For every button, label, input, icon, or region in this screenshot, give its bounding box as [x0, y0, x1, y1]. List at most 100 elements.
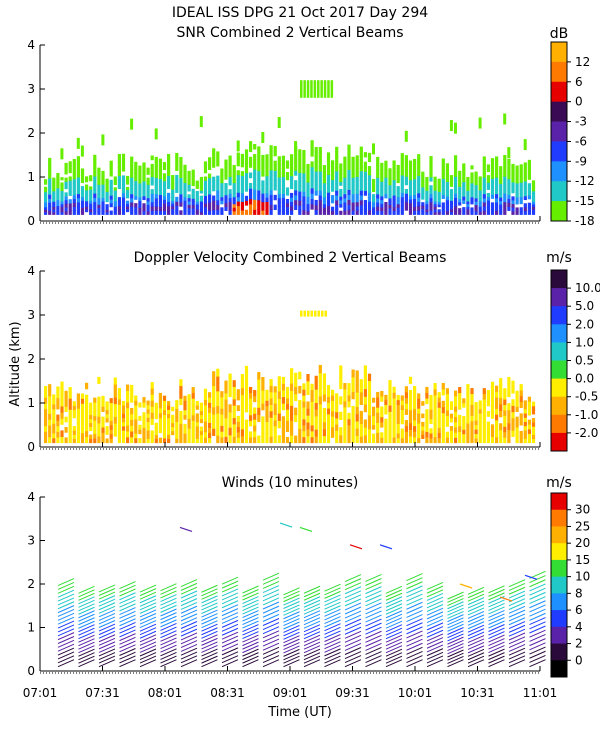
snr-cell — [138, 172, 142, 177]
velocity-cell — [531, 401, 536, 407]
snr-cell — [117, 197, 121, 202]
velocity-cell — [232, 398, 236, 406]
wind-barb — [406, 589, 423, 598]
snr-cell — [142, 210, 146, 215]
snr-cell — [433, 184, 437, 188]
velocity-cell — [167, 417, 171, 423]
snr-cell — [454, 193, 458, 198]
velocity-cell — [290, 375, 294, 384]
snr-cell — [359, 151, 363, 157]
velocity-cell — [89, 402, 93, 408]
wind-barb — [467, 655, 485, 664]
snr-cell — [523, 203, 527, 208]
snr-cell — [527, 187, 531, 192]
snr-cell — [372, 204, 376, 208]
snr-cell — [458, 198, 462, 203]
snr-cell — [146, 211, 150, 215]
velocity-cell — [347, 383, 351, 390]
velocity-cell — [117, 409, 121, 416]
velocity-cell — [105, 426, 109, 431]
snr-cell — [134, 180, 138, 185]
wind-barb — [365, 578, 382, 586]
velocity-cell — [224, 380, 228, 388]
snr-cell — [429, 206, 433, 211]
velocity-cell — [376, 427, 380, 433]
velocity-cell — [285, 386, 290, 393]
velocity-cell — [277, 398, 281, 407]
velocity-cell — [495, 425, 499, 432]
velocity-cell — [408, 403, 413, 411]
snr-cell — [458, 195, 462, 200]
velocity-cell — [355, 435, 359, 444]
velocity-cell — [203, 394, 208, 400]
velocity-cell — [310, 407, 314, 414]
velocity-cell — [396, 404, 400, 410]
snr-cell — [134, 210, 138, 215]
velocity-cell — [158, 427, 162, 434]
velocity-cell — [97, 409, 101, 417]
wind-barb — [488, 599, 505, 608]
wind-barb — [221, 608, 239, 617]
snr-cell — [179, 185, 183, 191]
velocity-cell — [199, 438, 203, 444]
snr-cell — [343, 197, 347, 203]
velocity-cell — [52, 394, 56, 400]
snr-cell — [466, 198, 470, 202]
velocity-cell — [392, 403, 396, 410]
wind-barb — [160, 648, 177, 657]
snr-cell — [458, 201, 462, 206]
snr-cell — [162, 173, 167, 178]
snr-cell — [322, 168, 326, 173]
velocity-cell — [294, 393, 298, 402]
colorbar-swatch — [551, 141, 567, 162]
velocity-cell — [134, 409, 138, 415]
velocity-cell — [142, 432, 146, 439]
snr-cell — [269, 209, 273, 215]
wind-barb — [201, 609, 218, 618]
velocity-cell — [495, 436, 499, 444]
snr-cell — [466, 209, 470, 213]
velocity-cell — [85, 418, 89, 426]
snr-cell — [89, 205, 93, 210]
velocity-cell — [466, 416, 470, 424]
velocity-cell — [503, 399, 507, 406]
snr-cell — [351, 181, 355, 187]
velocity-cell — [400, 437, 404, 444]
velocity-cell — [314, 310, 317, 317]
velocity-cell — [396, 428, 400, 434]
snr-cell — [421, 183, 425, 188]
snr-cell — [142, 206, 146, 212]
snr-cell — [220, 210, 224, 215]
snr-cell — [281, 164, 285, 169]
snr-cell — [253, 159, 257, 165]
velocity-cell — [150, 406, 154, 413]
velocity-cell — [474, 433, 478, 439]
snr-cell — [343, 181, 347, 186]
velocity-cell — [384, 394, 388, 401]
wind-barb — [221, 651, 239, 660]
snr-cell — [72, 194, 76, 200]
wind-barb — [262, 585, 280, 594]
snr-cell — [265, 188, 269, 194]
velocity-cell — [89, 434, 93, 440]
snr-cell — [130, 164, 134, 170]
velocity-cell — [187, 418, 191, 424]
velocity-cell — [454, 411, 458, 418]
snr-cell — [142, 192, 146, 197]
velocity-cell — [441, 406, 445, 414]
snr-cell — [253, 154, 257, 160]
snr-cell — [183, 196, 187, 201]
velocity-cell — [310, 395, 314, 402]
wind-barb — [324, 648, 341, 657]
velocity-cell — [121, 430, 126, 435]
velocity-cell — [121, 409, 126, 414]
velocity-cell — [454, 426, 458, 433]
velocity-cell — [503, 415, 507, 422]
wind-barb — [406, 646, 423, 655]
wind-barb — [78, 606, 95, 615]
snr-cell — [105, 204, 109, 208]
snr-cell — [495, 201, 499, 207]
snr-cell — [76, 176, 80, 182]
snr-cell — [425, 187, 429, 191]
snr-cell — [44, 191, 48, 195]
